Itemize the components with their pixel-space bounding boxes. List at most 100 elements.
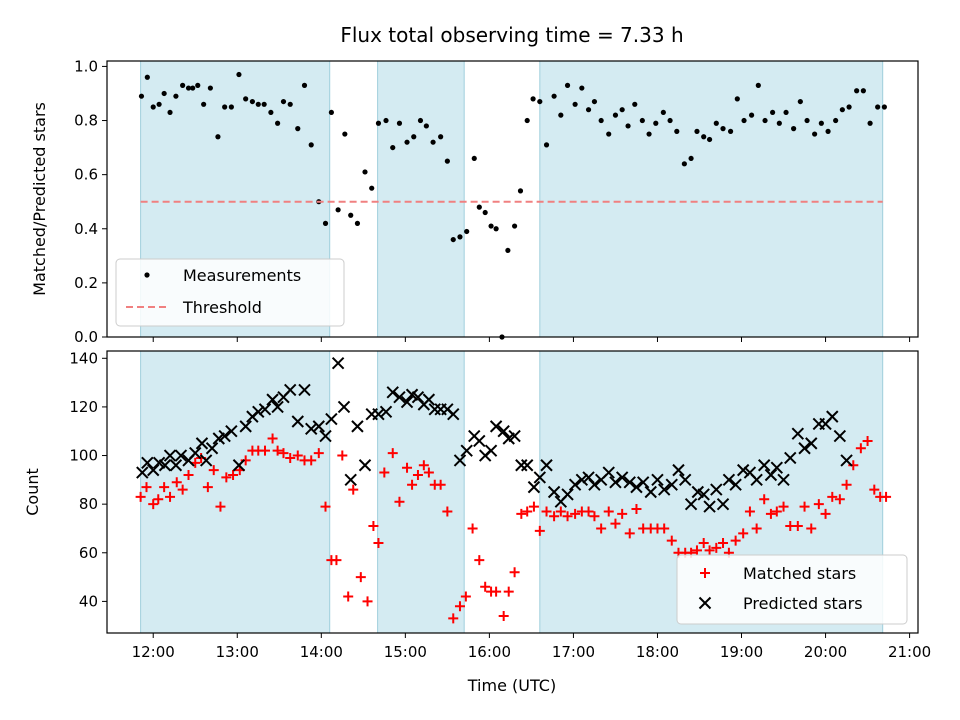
- measurement-point: [839, 107, 845, 113]
- predicted-star-point: [722, 473, 736, 487]
- x-tick-label: 16:00: [468, 643, 511, 661]
- matched-star-point: [148, 499, 159, 510]
- measurement-point: [748, 112, 755, 118]
- measurement-point: [150, 104, 156, 110]
- predicted-star-point: [736, 463, 750, 477]
- measurement-point: [512, 223, 518, 229]
- legend-swatch-matched: [700, 568, 710, 578]
- y-tick-label: 0.2: [74, 274, 98, 292]
- predicted-star-point: [678, 473, 692, 487]
- predicted-star-point: [729, 478, 742, 491]
- matched-star-point: [881, 491, 892, 502]
- measurement-point: [261, 101, 267, 107]
- matched-star-point: [659, 523, 670, 534]
- y-tick-label: 100: [69, 447, 98, 465]
- matched-star-point: [516, 508, 527, 519]
- predicted-star-point: [379, 405, 393, 418]
- matched-star-point: [522, 506, 533, 517]
- legend-swatch-measurements: [144, 272, 150, 278]
- predicted-star-point: [547, 485, 561, 499]
- predicted-star-point: [447, 407, 460, 421]
- count-panel: 12:00 13:00 14:00 15:00 16:00 17:00 18:00 19:00…: [23, 349, 931, 661]
- matched-star-point: [467, 523, 478, 534]
- matched-star-point: [435, 479, 446, 490]
- count-panel-x-ticks: 12:00 13:00 14:00 15:00 16:00 17:00 18:00 19:00…: [132, 633, 931, 661]
- predicted-star-point: [393, 390, 406, 404]
- matched-star-point: [285, 452, 296, 463]
- measurement-point: [243, 96, 249, 102]
- measurement-point: [396, 120, 403, 126]
- measurement-point: [639, 117, 645, 124]
- measurement-point: [585, 107, 592, 113]
- predicted-star-point: [325, 412, 338, 426]
- predicted-star-point: [195, 437, 209, 450]
- measurement-point: [543, 142, 550, 148]
- measurement-point: [551, 93, 557, 99]
- measurement-point: [881, 104, 887, 110]
- count-panel-y-ticks: 40 60 80 100 120 140: [69, 349, 107, 610]
- predicted-star-point: [609, 476, 622, 489]
- predicted-star-point: [232, 459, 246, 472]
- predicted-star-point: [460, 444, 473, 457]
- ratio-panel-frame: [106, 60, 919, 338]
- matched-star-point: [362, 596, 373, 607]
- measurement-point: [464, 228, 470, 235]
- predicted-star-point: [798, 442, 811, 455]
- measurement-point: [144, 74, 150, 80]
- predicted-star-point: [710, 483, 723, 496]
- matched-star-point: [862, 435, 873, 446]
- measurement-point: [195, 82, 201, 88]
- measurement-point: [190, 85, 196, 91]
- predicted-star-point: [428, 403, 441, 416]
- ratio-panel-legend: Measurements Threshold: [115, 258, 345, 327]
- measurement-point: [322, 220, 329, 226]
- measurement-point: [228, 104, 234, 110]
- ratio-panel-x-ticks: [152, 337, 911, 342]
- measurement-point: [476, 204, 482, 210]
- predicted-star-point: [189, 446, 202, 460]
- matched-star-point: [448, 613, 459, 624]
- measurement-point: [295, 126, 301, 132]
- matched-star-point: [555, 506, 566, 517]
- matched-star-point: [208, 465, 219, 476]
- measurement-point: [818, 120, 824, 126]
- measurement-point: [660, 109, 666, 116]
- predicted-star-point: [319, 429, 332, 443]
- measurement-point: [860, 88, 866, 94]
- matched-star-point: [177, 484, 188, 495]
- count-panel-legend: Matched stars Predicted stars: [676, 554, 908, 625]
- matched-star-point: [698, 538, 709, 549]
- count-panel-marks: [135, 356, 892, 624]
- measurement-point: [275, 120, 281, 126]
- predicted-star-point: [588, 478, 601, 491]
- y-tick-label: 120: [69, 398, 98, 416]
- predicted-star-point: [575, 473, 589, 487]
- matched-star-point: [221, 472, 232, 483]
- measurement-point: [727, 128, 734, 134]
- predicted-star-point: [337, 400, 351, 414]
- predicted-star-point: [672, 463, 685, 477]
- predicted-star-point: [757, 459, 771, 472]
- predicted-star-point: [225, 425, 238, 438]
- measurement-point: [517, 188, 524, 194]
- measurement-point: [411, 134, 417, 140]
- matched-star-point: [691, 545, 702, 556]
- matched-star-point: [509, 567, 520, 578]
- matched-star-point: [153, 494, 164, 505]
- matched-star-point: [528, 501, 539, 512]
- observing-window: [140, 350, 331, 634]
- matched-star-point: [355, 572, 366, 583]
- matched-star-point: [423, 467, 434, 478]
- measurement-point: [797, 98, 803, 105]
- measurement-point: [362, 169, 368, 175]
- matched-star-point: [534, 525, 545, 536]
- measurement-point: [249, 98, 255, 105]
- measurement-point: [612, 112, 619, 118]
- y-tick-label: 60: [79, 544, 98, 562]
- measurement-point: [255, 101, 261, 107]
- measurement-point: [417, 117, 424, 124]
- matched-star-point: [331, 555, 342, 566]
- matched-star-point: [589, 511, 600, 522]
